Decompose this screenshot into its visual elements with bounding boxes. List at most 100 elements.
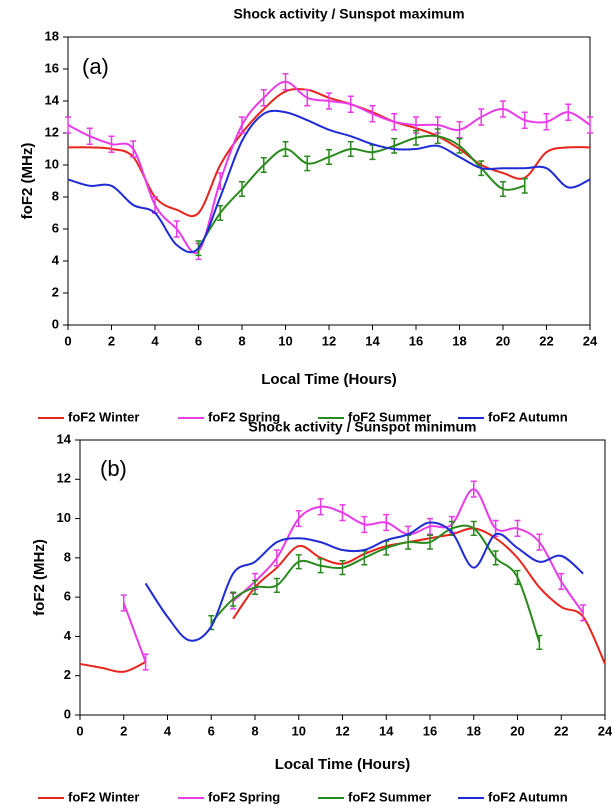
y-tick-label: 0 bbox=[52, 316, 59, 331]
legend-label: foF2 Winter bbox=[68, 789, 139, 804]
error-bar bbox=[326, 92, 332, 110]
y-tick-label: 2 bbox=[64, 667, 71, 682]
error-bar bbox=[580, 604, 587, 622]
x-axis-title: Local Time (Hours) bbox=[275, 756, 411, 773]
error-bar bbox=[565, 103, 572, 121]
error-bar bbox=[427, 534, 433, 550]
y-tick-label: 18 bbox=[45, 28, 59, 43]
error-bar bbox=[456, 121, 463, 139]
error-bar bbox=[295, 554, 302, 570]
x-tick-label: 20 bbox=[496, 333, 510, 348]
y-tick-label: 12 bbox=[45, 124, 59, 139]
y-tick-label: 0 bbox=[64, 706, 71, 721]
error-bar bbox=[456, 137, 463, 154]
legend-label: foF2 Spring bbox=[208, 789, 280, 804]
series-line bbox=[232, 527, 606, 665]
error-bar bbox=[142, 653, 149, 671]
y-axis-title: foF2 (MHz) bbox=[31, 539, 48, 616]
x-tick-label: 4 bbox=[151, 333, 159, 348]
error-bar bbox=[427, 517, 433, 536]
x-tick-label: 18 bbox=[452, 333, 466, 348]
x-tick-label: 2 bbox=[120, 723, 127, 738]
error-bar bbox=[500, 181, 506, 197]
chart-title: Shock activity / Sunspot maximum bbox=[233, 6, 464, 22]
x-tick-label: 22 bbox=[554, 723, 568, 738]
panel-label: (b) bbox=[100, 456, 127, 481]
error-bar bbox=[217, 172, 224, 190]
error-bar bbox=[536, 634, 543, 650]
error-bar bbox=[543, 113, 550, 131]
error-bar bbox=[383, 513, 390, 532]
x-tick-label: 16 bbox=[423, 723, 437, 738]
x-tick-label: 24 bbox=[583, 333, 598, 348]
x-tick-label: 18 bbox=[467, 723, 481, 738]
x-tick-label: 10 bbox=[278, 333, 292, 348]
error-bar bbox=[120, 594, 127, 612]
error-bar bbox=[521, 177, 528, 194]
error-bar bbox=[273, 549, 280, 567]
error-bar bbox=[260, 89, 267, 107]
y-tick-label: 14 bbox=[57, 431, 72, 446]
error-bar bbox=[514, 569, 521, 586]
x-tick-label: 6 bbox=[195, 333, 202, 348]
error-bar bbox=[304, 89, 311, 107]
error-bar bbox=[369, 105, 376, 123]
x-tick-label: 16 bbox=[409, 333, 423, 348]
y-tick-label: 6 bbox=[52, 220, 59, 235]
error-bar bbox=[347, 95, 354, 113]
legend-label: foF2 Summer bbox=[348, 789, 431, 804]
error-bar bbox=[130, 140, 137, 158]
error-bar bbox=[478, 108, 485, 126]
error-bar bbox=[339, 504, 346, 522]
y-tick-label: 16 bbox=[45, 60, 59, 75]
error-bar bbox=[339, 560, 346, 576]
error-bar bbox=[391, 113, 398, 131]
error-bar bbox=[391, 137, 398, 154]
error-bar bbox=[347, 141, 354, 157]
error-bar bbox=[239, 181, 245, 197]
error-bar bbox=[217, 205, 224, 221]
x-axis-title: Local Time (Hours) bbox=[261, 371, 397, 388]
series-line bbox=[144, 521, 584, 642]
error-bar bbox=[273, 577, 280, 593]
error-bar bbox=[304, 155, 311, 172]
plot-area bbox=[67, 36, 591, 326]
y-tick-label: 2 bbox=[52, 284, 59, 299]
error-bar bbox=[173, 220, 180, 238]
legend-label: foF2 Winter bbox=[68, 409, 139, 424]
legend-label: foF2 Summer bbox=[348, 409, 431, 424]
error-bar bbox=[326, 149, 332, 165]
error-bar bbox=[361, 515, 368, 534]
y-tick-label: 14 bbox=[45, 92, 60, 107]
error-bar bbox=[108, 135, 115, 153]
error-bar bbox=[413, 129, 419, 146]
legend-label: foF2 Autumn bbox=[488, 789, 568, 804]
error-bar bbox=[587, 116, 593, 134]
error-bar bbox=[470, 480, 477, 498]
series-line bbox=[122, 602, 147, 663]
x-tick-label: 20 bbox=[510, 723, 524, 738]
error-bar bbox=[295, 509, 302, 528]
error-bar bbox=[86, 127, 93, 145]
x-tick-label: 10 bbox=[292, 723, 306, 738]
error-bar bbox=[317, 558, 324, 574]
y-tick-label: 4 bbox=[64, 628, 72, 643]
x-tick-label: 6 bbox=[208, 723, 215, 738]
error-bar bbox=[500, 100, 506, 118]
error-bar bbox=[558, 572, 565, 591]
plot-area bbox=[79, 439, 606, 716]
panel-label: (a) bbox=[82, 54, 109, 79]
x-tick-label: 8 bbox=[251, 723, 258, 738]
error-bar bbox=[536, 533, 543, 551]
chart-title: Shock activity / Sunspot minimum bbox=[249, 419, 477, 435]
x-tick-label: 14 bbox=[379, 723, 394, 738]
y-tick-label: 12 bbox=[57, 471, 71, 486]
x-tick-label: 24 bbox=[598, 723, 612, 738]
error-bar bbox=[239, 116, 245, 134]
y-tick-label: 6 bbox=[64, 589, 71, 604]
y-tick-label: 8 bbox=[64, 549, 71, 564]
error-bar bbox=[230, 591, 237, 607]
y-axis-title: foF2 (MHz) bbox=[19, 143, 36, 220]
y-tick-label: 8 bbox=[52, 188, 59, 203]
